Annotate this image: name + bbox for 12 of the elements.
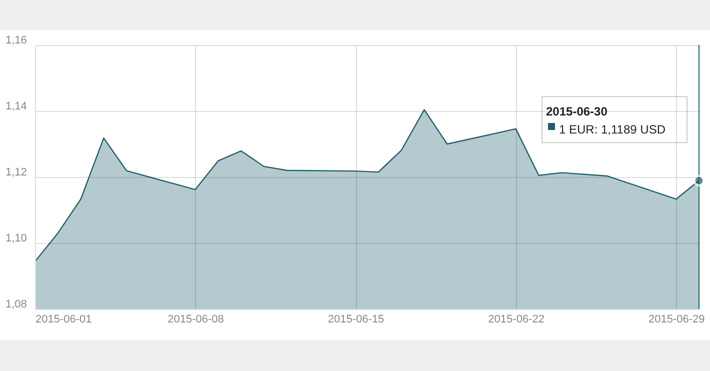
y-tick-label: 1,12 (6, 166, 27, 178)
annotation: 2015-06-30 (546, 104, 608, 119)
x-tick-label: 2015-06-15 (328, 314, 384, 326)
x-tick-label: 2015-06-01 (36, 314, 92, 326)
y-tick-label: 1,10 (6, 232, 27, 244)
y-tick-label: 1,16 (6, 34, 27, 46)
x-tick-label: 2015-06-29 (648, 314, 705, 326)
y-tick-label: 1,14 (6, 100, 27, 112)
y-tick-label: 1,08 (6, 298, 27, 310)
annotation: 1 EUR: 1,1189 USD (559, 122, 666, 137)
x-tick-label: 2015-06-22 (488, 314, 544, 326)
x-tick-label: 2015-06-08 (168, 314, 224, 326)
